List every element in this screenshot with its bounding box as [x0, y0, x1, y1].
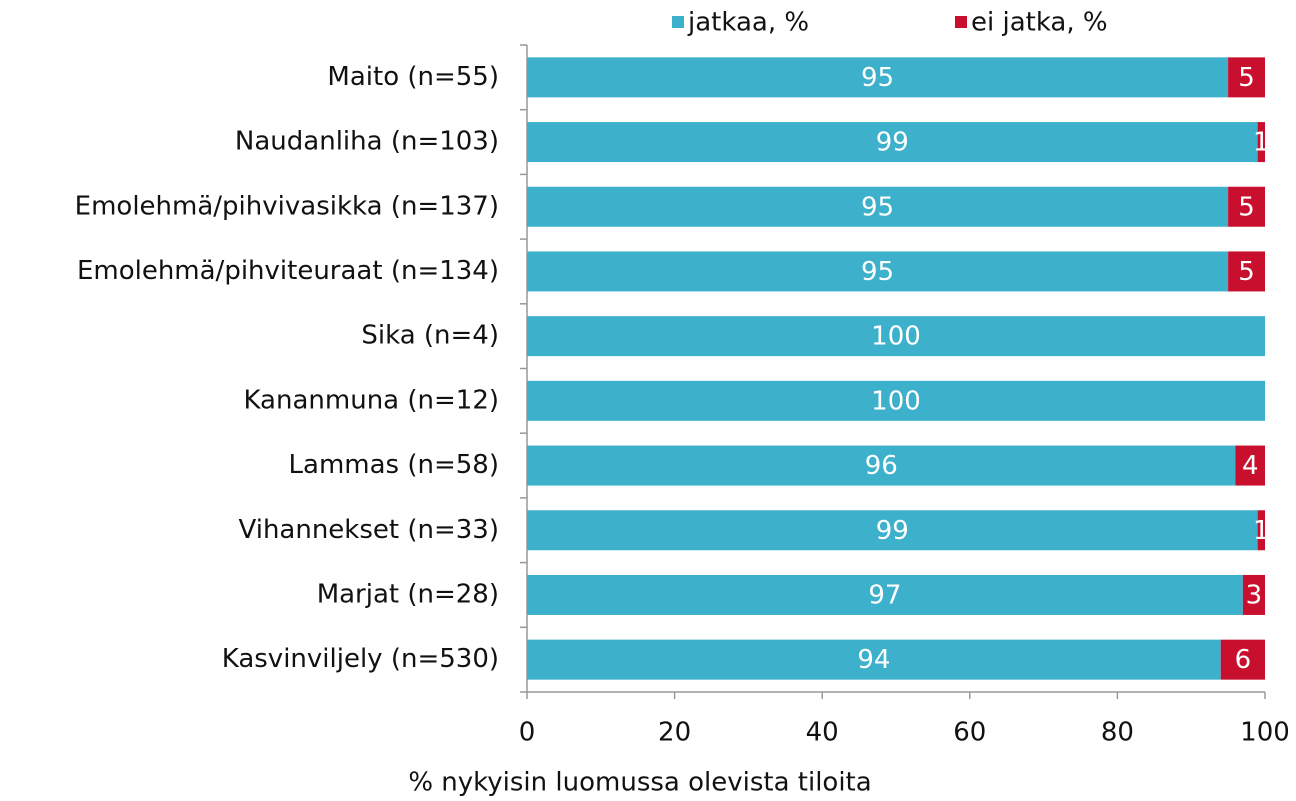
bar-segment: [527, 122, 1258, 163]
x-tick-label: 20: [658, 718, 691, 748]
bar-segment: [527, 445, 1236, 486]
y-tick-label: Sika (n=4): [361, 321, 499, 351]
bar-segment: [1228, 186, 1265, 227]
y-tick-label: Maito (n=55): [327, 62, 499, 92]
bar-segment: [527, 186, 1229, 227]
x-tick-label: 100: [1240, 718, 1290, 748]
value-label: 5: [1238, 257, 1255, 287]
x-tick-label: 60: [953, 718, 986, 748]
value-label: 1: [1253, 516, 1270, 546]
value-label: 97: [868, 580, 901, 610]
y-tick-label: Marjat (n=28): [317, 579, 499, 609]
bar-segment: [1242, 574, 1265, 615]
x-axis-label: % nykyisin luomussa olevista tiloita: [408, 768, 871, 798]
value-label: 1: [1253, 128, 1270, 158]
value-label: 95: [861, 257, 894, 287]
x-tick-label: 40: [806, 718, 839, 748]
value-label: 6: [1235, 645, 1252, 675]
value-label: 100: [871, 386, 921, 416]
legend-swatch: [672, 16, 684, 28]
value-label: 100: [871, 322, 921, 352]
legend-label: ei jatka, %: [971, 8, 1108, 38]
bar-segment: [527, 251, 1229, 292]
value-label: 94: [857, 645, 890, 675]
value-label: 3: [1246, 580, 1263, 610]
value-label: 5: [1238, 63, 1255, 93]
bar-segment: [1220, 639, 1265, 680]
value-label: 5: [1238, 192, 1255, 222]
value-label: 96: [865, 451, 898, 481]
y-tick-label: Naudanliha (n=103): [235, 127, 499, 157]
bar-segment: [1228, 251, 1265, 292]
y-tick-label: Emolehmä/pihvivasikka (n=137): [75, 191, 499, 221]
bar-segment: [1257, 510, 1265, 551]
value-label: 95: [861, 63, 894, 93]
y-tick-label: Kananmuna (n=12): [243, 385, 499, 415]
value-label: 99: [876, 516, 909, 546]
legend-label: jatkaa, %: [687, 8, 809, 38]
bar-segment: [527, 639, 1221, 680]
x-tick-label: 80: [1101, 718, 1134, 748]
bar-segment: [527, 574, 1243, 615]
value-label: 4: [1242, 451, 1259, 481]
legend-swatch: [955, 16, 967, 28]
x-tick-label: 0: [519, 718, 536, 748]
bar-segment: [1228, 57, 1265, 98]
bar-segment: [1257, 122, 1265, 163]
value-label: 95: [861, 192, 894, 222]
bar-segment: [527, 510, 1258, 551]
y-tick-label: Emolehmä/pihviteuraat (n=134): [77, 256, 499, 286]
y-tick-label: Kasvinviljely (n=530): [222, 644, 499, 674]
y-tick-label: Lammas (n=58): [289, 450, 499, 480]
bar-segment: [527, 57, 1229, 98]
bar-segment: [527, 316, 1265, 357]
y-tick-label: Vihannekset (n=33): [239, 515, 500, 545]
value-label: 99: [876, 128, 909, 158]
bar-segment: [527, 380, 1265, 421]
bar-segment: [1235, 445, 1265, 486]
